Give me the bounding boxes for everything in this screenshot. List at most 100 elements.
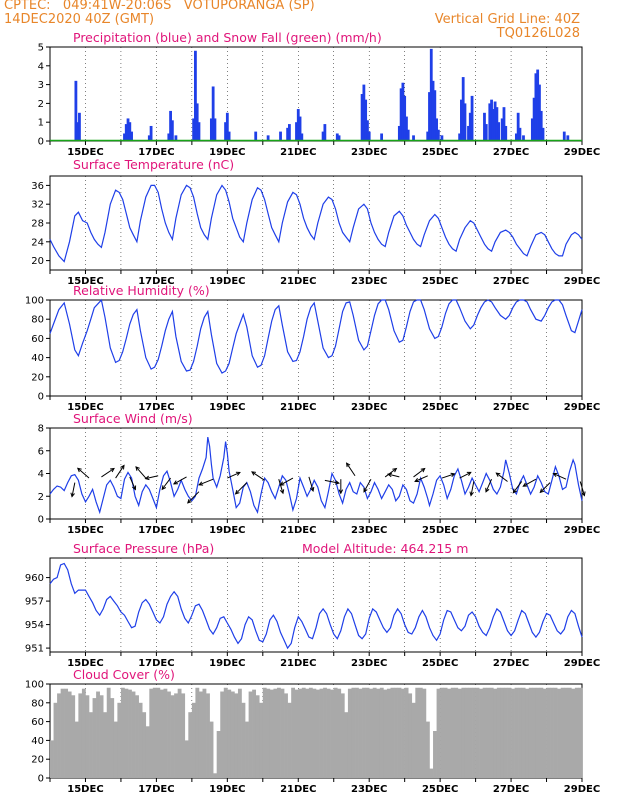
y-tick-label: 28 <box>31 219 44 230</box>
x-tick-label: 21DEC <box>280 402 316 413</box>
precip-bar <box>435 118 438 141</box>
x-tick-label: 15DEC <box>67 784 103 795</box>
cloud-bar <box>355 687 359 778</box>
wind-vector <box>101 468 115 478</box>
precip-bar <box>406 129 410 141</box>
cloud-bar <box>273 688 278 778</box>
precip-bar <box>488 103 492 141</box>
precip-bar <box>458 133 462 141</box>
cloud-bar <box>237 688 242 778</box>
wind-vector <box>441 473 455 479</box>
wind-vector <box>512 481 523 493</box>
wind-vector <box>235 482 248 495</box>
precip-bar <box>296 109 300 141</box>
y-tick-label: 100 <box>25 680 44 691</box>
y-tick-label: 960 <box>25 573 44 584</box>
cloud-bar <box>110 698 115 778</box>
precip-bar <box>461 77 465 141</box>
wind-vector <box>470 481 475 496</box>
cloud-bar <box>337 688 342 778</box>
cloud-bar <box>447 688 452 778</box>
precip-bar <box>337 135 341 141</box>
wind-vector-head <box>161 485 167 491</box>
wind-vector-head <box>120 464 125 470</box>
wind-vector <box>129 476 136 490</box>
cloud-bar <box>142 712 147 778</box>
precip-bar <box>429 48 433 141</box>
cloud-bar <box>330 689 335 778</box>
wind-vector <box>227 471 241 479</box>
cloud-bar <box>159 689 164 778</box>
y-tick-label: 80 <box>31 698 44 709</box>
precip-bar <box>321 131 325 141</box>
y-tick-label: 951 <box>25 644 44 655</box>
cloud-bar <box>213 773 217 778</box>
cloud-bar <box>53 702 58 778</box>
y-tick-label: 32 <box>31 200 44 211</box>
precip-bar <box>484 124 488 141</box>
wind-vector-head <box>251 471 256 476</box>
cloud-bar <box>120 687 125 778</box>
precip-bar <box>78 112 81 141</box>
x-tick-label: 23DEC <box>351 784 387 795</box>
precip-bar <box>502 107 506 141</box>
wind-vector-head <box>234 489 240 495</box>
x-tick-label: 17DEC <box>138 276 174 287</box>
cloud-bar <box>344 712 349 778</box>
y-tick-label: 20 <box>31 372 44 383</box>
x-tick-label: 23DEC <box>351 276 387 287</box>
x-tick-label: 29DEC <box>564 784 600 795</box>
cloud-bar <box>528 687 533 778</box>
humidity-title: Relative Humidity (%) <box>73 283 210 298</box>
x-tick-label: 23DEC <box>351 525 387 536</box>
wind-vector-head <box>392 467 398 473</box>
cloud-bar <box>145 726 150 778</box>
cloud-bar <box>408 693 413 778</box>
x-tick-label: 21DEC <box>280 658 316 669</box>
cloud-bar <box>429 768 434 778</box>
precip-bar <box>224 122 227 141</box>
cloud-bar <box>482 687 487 778</box>
wind-vector <box>485 478 493 492</box>
y-tick-label: 40 <box>31 736 44 747</box>
cloud-bar <box>436 688 441 778</box>
cloud-bar <box>177 688 182 778</box>
precip-bar <box>516 112 520 141</box>
wind-vector <box>161 477 171 490</box>
y-tick-label: 6 <box>38 446 44 457</box>
x-tick-label: 15DEC <box>67 276 103 287</box>
cloud-bar <box>156 687 161 778</box>
cloud-bar <box>255 695 260 778</box>
precip-bar <box>128 122 132 141</box>
cloud-bar <box>174 693 178 778</box>
cloud-bar <box>312 688 317 778</box>
wind-vector-head <box>235 471 241 476</box>
cloud-bar <box>383 689 388 778</box>
wind-vector <box>77 467 90 479</box>
y-tick-label: 954 <box>25 620 44 631</box>
wind-vector <box>145 475 159 480</box>
cloud-bar <box>245 721 249 778</box>
wind-vector <box>251 471 265 481</box>
y-tick-label: 3 <box>38 80 44 91</box>
precip-bar <box>491 109 495 141</box>
x-tick-label: 29DEC <box>564 276 600 287</box>
wind-vector-head <box>334 480 340 485</box>
wind-vector <box>280 477 294 486</box>
y-tick-label: 40 <box>31 353 44 364</box>
wind-vector-head <box>309 486 315 492</box>
cloud-bar <box>135 695 139 778</box>
y-tick-label: 4 <box>38 469 44 480</box>
precip-bar <box>227 131 231 141</box>
cloud-bar <box>457 688 462 778</box>
precip-bar <box>433 90 437 141</box>
x-tick-label: 29DEC <box>564 147 600 158</box>
wind-vector-head <box>187 498 192 504</box>
precip-bar <box>518 127 522 141</box>
header-grid-line-note: Vertical Grid Line: 40Z <box>434 12 580 27</box>
cloud-bar <box>291 687 296 778</box>
y-tick-label: 0 <box>38 774 44 785</box>
precip-bar <box>467 125 470 141</box>
precip-bar <box>483 112 486 141</box>
cloud-bar <box>564 687 569 778</box>
